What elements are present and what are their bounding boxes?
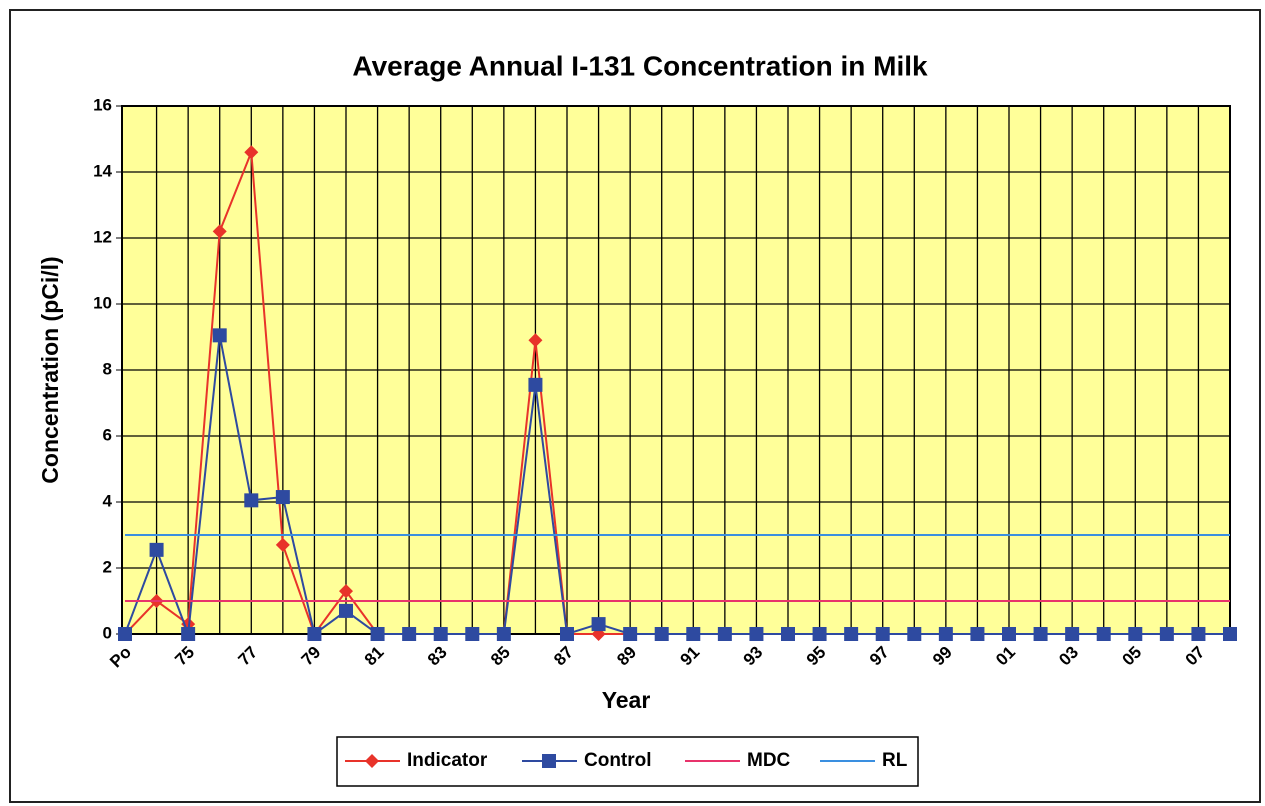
data-point [623, 627, 638, 641]
data-point [244, 145, 259, 160]
data-point [212, 328, 227, 343]
data-point [560, 627, 574, 641]
data-point [212, 224, 227, 239]
data-point [528, 333, 543, 348]
data-point [1002, 627, 1016, 641]
y-tick-label: 16 [93, 95, 112, 114]
data-point [496, 627, 511, 641]
data-point [275, 537, 290, 552]
data-point [938, 627, 953, 641]
data-point [717, 627, 732, 641]
data-point [749, 627, 764, 641]
data-point [781, 627, 795, 641]
legend-label: Control [584, 750, 652, 771]
data-point [465, 627, 480, 641]
data-point [1159, 627, 1174, 641]
data-point [1096, 627, 1111, 641]
y-tick-label: 12 [93, 227, 112, 246]
legend-label: RL [882, 750, 908, 771]
legend-label: MDC [747, 750, 791, 771]
data-point [844, 627, 859, 641]
data-point [875, 627, 890, 641]
data-point [370, 627, 385, 641]
data-point [433, 627, 448, 641]
data-point [339, 603, 353, 618]
legend-marker [542, 754, 556, 768]
y-tick-label: 6 [103, 425, 112, 444]
y-axis-label: Concentration (pCi/l) [37, 256, 63, 483]
data-point [307, 627, 322, 641]
data-point [591, 617, 606, 632]
data-point [907, 627, 922, 641]
data-point [339, 584, 353, 599]
y-tick-label: 8 [103, 359, 112, 378]
data-point [654, 627, 669, 641]
legend-marker [365, 754, 379, 768]
y-tick-label: 10 [93, 293, 112, 312]
legend-label: Indicator [407, 750, 488, 771]
y-tick-label: 2 [103, 557, 112, 576]
data-point [402, 627, 417, 641]
data-point [970, 627, 985, 641]
data-point [181, 627, 196, 641]
data-point [686, 627, 701, 641]
data-point [1223, 627, 1237, 641]
data-point [1191, 627, 1206, 641]
data-point [1033, 627, 1048, 641]
data-point [118, 627, 132, 641]
data-point [1065, 627, 1080, 641]
data-point [812, 627, 827, 641]
y-tick-label: 14 [93, 161, 112, 180]
data-point [149, 542, 164, 557]
chart-title: Average Annual I-131 Concentration in Mi… [352, 50, 928, 81]
y-tick-label: 4 [103, 491, 113, 510]
x-axis-label: Year [602, 687, 651, 713]
data-point [275, 490, 290, 505]
y-tick-label: 0 [103, 623, 112, 642]
data-point [1128, 627, 1143, 641]
data-point [528, 377, 543, 392]
data-point [244, 493, 259, 508]
